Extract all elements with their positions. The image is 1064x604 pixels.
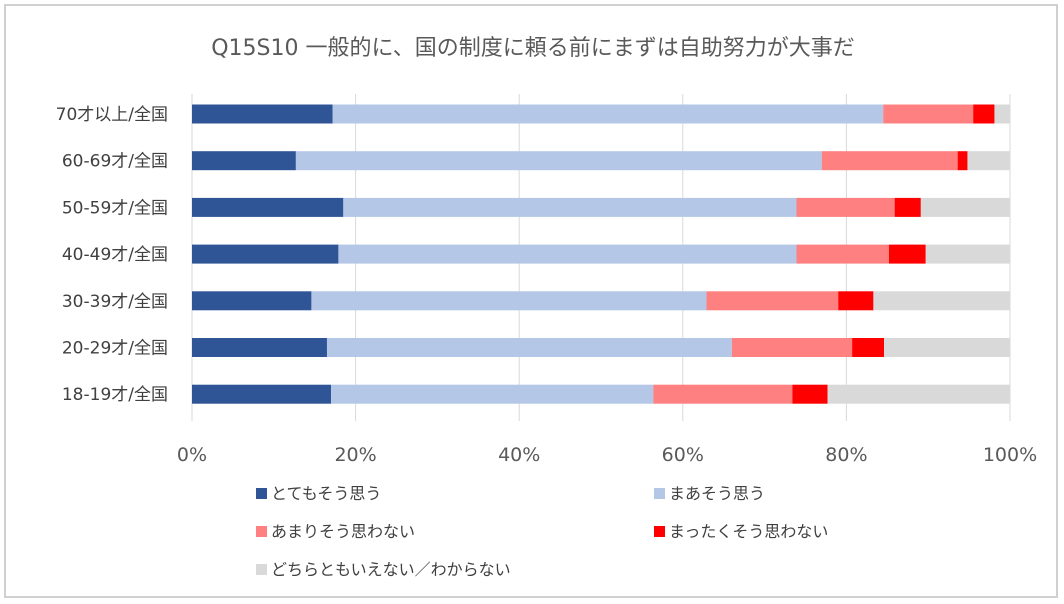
legend-swatch bbox=[654, 488, 665, 499]
legend-swatch bbox=[256, 488, 267, 499]
bar-segment bbox=[731, 338, 853, 357]
category-label: 70才以上/全国 bbox=[56, 105, 168, 125]
legend-label: まったくそう思わない bbox=[669, 522, 828, 541]
bar-segment bbox=[706, 291, 839, 311]
bar-segment bbox=[827, 384, 1010, 404]
bar-segment bbox=[192, 197, 344, 217]
bar-segment bbox=[821, 151, 958, 171]
bar-segment bbox=[925, 244, 1010, 264]
bar-segment bbox=[338, 244, 797, 264]
bar-segment bbox=[331, 384, 654, 404]
legend-label: まあそう思う bbox=[669, 484, 765, 503]
x-tick-label: 20% bbox=[334, 444, 376, 466]
bar-segment bbox=[796, 244, 889, 264]
bar-segment bbox=[332, 104, 884, 124]
legend-item: どちらともいえない／わからない bbox=[256, 560, 511, 579]
bar-segment bbox=[994, 104, 1010, 124]
bar-segment bbox=[192, 384, 332, 404]
bars bbox=[192, 104, 1010, 404]
bar-segment bbox=[311, 291, 707, 311]
bar-segment bbox=[838, 291, 874, 311]
bar-segment bbox=[192, 244, 339, 264]
legend-item: あまりそう思わない bbox=[256, 522, 415, 541]
x-tick-label: 60% bbox=[662, 444, 704, 466]
x-tick-label: 80% bbox=[825, 444, 867, 466]
legend-label: あまりそう思わない bbox=[271, 522, 415, 541]
bar-segment bbox=[888, 244, 926, 264]
bar-segment bbox=[192, 291, 312, 311]
legend-item: とてもそう思う bbox=[256, 484, 381, 503]
bar-segment bbox=[192, 104, 333, 124]
bar-segment bbox=[967, 151, 1010, 171]
legend-swatch bbox=[256, 526, 267, 537]
bar-segment bbox=[894, 197, 921, 217]
category-label: 60-69才/全国 bbox=[62, 152, 168, 172]
chart-frame: Q15S10 一般的に、国の制度に頼る前にまずは自助努力が大事だ 70才以上/全… bbox=[4, 4, 1058, 598]
bar-segment bbox=[884, 338, 1010, 357]
legend-item: まったくそう思わない bbox=[654, 522, 828, 541]
stacked-bar-chart: Q15S10 一般的に、国の制度に頼る前にまずは自助努力が大事だ 70才以上/全… bbox=[56, 36, 1038, 579]
bar-segment bbox=[852, 338, 885, 357]
category-label: 50-59才/全国 bbox=[62, 198, 168, 218]
bar-segment bbox=[957, 151, 968, 171]
bar-segment bbox=[973, 104, 995, 124]
bar-segment bbox=[343, 197, 797, 217]
bar-segment bbox=[883, 104, 974, 124]
bar-segment bbox=[653, 384, 793, 404]
legend-label: とてもそう思う bbox=[271, 484, 381, 503]
category-label: 18-19才/全国 bbox=[62, 385, 168, 405]
legend-swatch bbox=[256, 564, 267, 575]
category-label: 30-39才/全国 bbox=[62, 292, 168, 312]
legend-item: まあそう思う bbox=[654, 484, 765, 503]
bar-segment bbox=[295, 151, 822, 171]
category-labels: 70才以上/全国 60-69才/全国 50-59才/全国 40-49才/全国 30-39… bbox=[56, 105, 168, 405]
x-axis-tick-labels: 0% 20% 40% 60% 80% 100% bbox=[177, 444, 1037, 466]
legend-swatch bbox=[654, 526, 665, 537]
category-label: 20-29才/全国 bbox=[62, 339, 168, 359]
x-tick-label: 40% bbox=[498, 444, 540, 466]
category-label: 40-49才/全国 bbox=[62, 245, 168, 265]
bar-segment bbox=[792, 384, 828, 404]
chart-title: Q15S10 一般的に、国の制度に頼る前にまずは自助努力が大事だ bbox=[211, 36, 855, 61]
bar-segment bbox=[192, 338, 327, 357]
bar-segment bbox=[192, 151, 296, 171]
legend-label: どちらともいえない／わからない bbox=[271, 560, 511, 579]
x-tick-label: 100% bbox=[983, 444, 1037, 466]
bar-segment bbox=[873, 291, 1010, 311]
bar-segment bbox=[796, 197, 895, 217]
bar-segment bbox=[920, 197, 1010, 217]
bar-segment bbox=[326, 338, 732, 357]
x-tick-label: 0% bbox=[177, 444, 207, 466]
